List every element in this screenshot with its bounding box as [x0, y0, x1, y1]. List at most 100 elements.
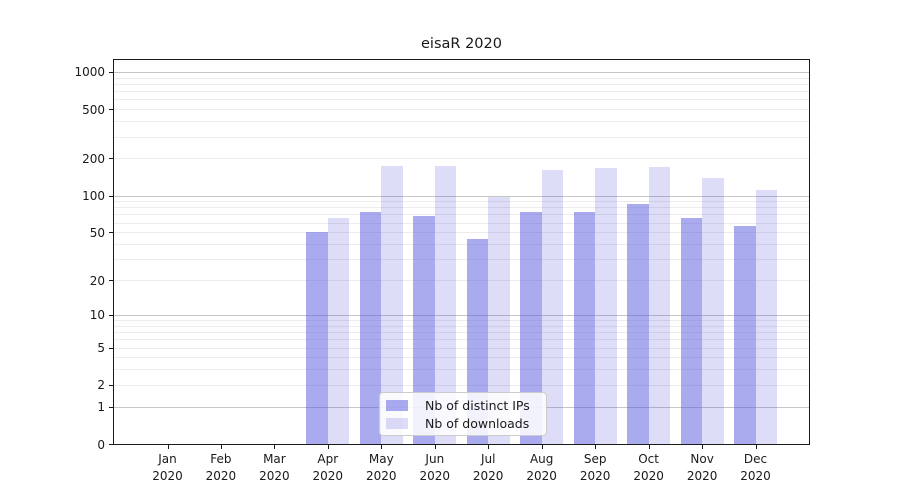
x-tick-year: 2020 — [579, 469, 611, 483]
y-tick-label-2: 2 — [97, 378, 105, 393]
x-tick-label-mar-2020: Mar 2020 — [242, 451, 306, 485]
y-tick-5 — [109, 347, 113, 349]
x-tick-aug-2020 — [541, 445, 543, 449]
bar-downloads-aug-2020 — [541, 170, 564, 444]
x-tick-year: 2020 — [312, 469, 344, 483]
y-tick-200 — [109, 158, 113, 160]
x-tick-year: 2020 — [526, 469, 557, 483]
x-tick-month: Jul — [480, 452, 496, 466]
y-tick-10 — [109, 314, 113, 316]
x-tick-month: Sep — [583, 452, 607, 466]
x-tick-label-jun-2020: Jun 2020 — [403, 451, 467, 485]
legend: Nb of distinct IPs Nb of downloads — [379, 392, 547, 436]
x-tick-label-oct-2020: Oct 2020 — [617, 451, 681, 485]
bar-distinct-ips-sep-2020 — [573, 212, 596, 444]
legend-row-downloads: Nb of downloads — [386, 416, 540, 431]
gridline-1000 — [114, 71, 809, 73]
x-tick-month: Mar — [263, 452, 286, 466]
y-tick-label-5: 5 — [97, 341, 105, 355]
x-tick-nov-2020 — [702, 445, 704, 449]
y-tick-label-50: 50 — [89, 225, 105, 240]
x-tick-oct-2020 — [648, 445, 650, 449]
chart-title: eisaR 2020 — [421, 36, 502, 52]
legend-row-distinct-ips: Nb of distinct IPs — [386, 398, 540, 413]
y-tick-label-0: 0 — [97, 437, 105, 452]
gridline-7 — [114, 332, 809, 333]
y-tick-label-500: 500 — [82, 102, 105, 117]
x-tick-label-jan-2020: Jan 2020 — [136, 451, 200, 485]
x-tick-label-jul-2020: Jul 2020 — [456, 451, 520, 485]
bar-distinct-ips-dec-2020 — [734, 226, 756, 444]
bar-downloads-jul-2020 — [488, 197, 510, 444]
y-tick-1000 — [109, 71, 113, 73]
y-tick-label-1000: 1000 — [74, 65, 105, 80]
gridline-6 — [114, 339, 809, 341]
x-tick-label-may-2020: May 2020 — [349, 451, 413, 485]
bar-downloads-may-2020 — [381, 165, 403, 444]
x-tick-month: Jun — [425, 452, 445, 466]
x-tick-month: Jan — [158, 452, 177, 466]
x-tick-month: May — [368, 452, 394, 466]
x-tick-month: Apr — [317, 452, 339, 466]
x-tick-jul-2020 — [488, 445, 490, 449]
y-tick-label-10: 10 — [89, 308, 105, 323]
y-tick-label-20: 20 — [89, 273, 105, 288]
gridline-30 — [114, 259, 809, 261]
y-tick-50 — [109, 232, 113, 234]
gridline-10 — [114, 314, 809, 316]
x-tick-sep-2020 — [595, 445, 597, 449]
y-tick-0 — [109, 444, 113, 445]
gridline-500 — [114, 109, 809, 111]
gridline-700 — [114, 91, 809, 93]
bar-distinct-ips-oct-2020 — [627, 203, 649, 444]
gridline-50 — [114, 232, 809, 234]
bar-downloads-dec-2020 — [755, 189, 777, 444]
y-tick-label-1: 1 — [97, 400, 105, 415]
x-tick-year: 2020 — [366, 469, 397, 483]
gridline-20 — [114, 280, 809, 281]
legend-label-distinct-ips: Nb of distinct IPs — [425, 397, 530, 413]
x-tick-apr-2020 — [327, 445, 329, 449]
gridline-8 — [114, 325, 809, 327]
bar-downloads-oct-2020 — [648, 166, 671, 444]
gridline-80 — [114, 207, 809, 209]
x-tick-label-aug-2020: Aug 2020 — [510, 451, 574, 485]
x-tick-year: 2020 — [740, 469, 771, 483]
y-tick-2 — [109, 384, 113, 386]
bar-distinct-ips-jun-2020 — [413, 216, 435, 444]
gridline-3 — [114, 369, 809, 371]
bar-downloads-apr-2020 — [327, 217, 350, 444]
x-tick-label-sep-2020: Sep 2020 — [563, 451, 627, 485]
y-tick-500 — [109, 109, 113, 111]
x-tick-year: 2020 — [205, 469, 237, 483]
x-tick-year: 2020 — [686, 469, 718, 483]
x-tick-year: 2020 — [633, 469, 664, 483]
gridline-2 — [114, 384, 809, 386]
bar-distinct-ips-apr-2020 — [306, 232, 328, 444]
gridline-90 — [114, 201, 809, 203]
y-tick-label-100: 100 — [82, 189, 105, 203]
gridline-100 — [114, 195, 809, 197]
x-tick-year: 2020 — [472, 469, 504, 483]
x-tick-dec-2020 — [755, 445, 757, 449]
x-tick-month: Oct — [638, 452, 659, 466]
gridline-40 — [114, 244, 809, 245]
legend-label-downloads: Nb of downloads — [425, 415, 530, 431]
y-tick-20 — [109, 280, 113, 281]
gridline-900 — [114, 77, 809, 79]
x-tick-label-dec-2020: Dec 2020 — [724, 451, 788, 485]
x-tick-year: 2020 — [419, 469, 451, 483]
x-tick-label-feb-2020: Feb 2020 — [189, 451, 253, 485]
gridline-5 — [114, 347, 809, 349]
bar-distinct-ips-nov-2020 — [680, 218, 703, 444]
bar-downloads-nov-2020 — [702, 177, 724, 444]
y-tick-label-200: 200 — [82, 151, 105, 166]
legend-swatch-downloads — [386, 417, 408, 429]
gridline-70 — [114, 214, 809, 216]
gridline-600 — [114, 99, 809, 101]
x-tick-mar-2020 — [274, 445, 276, 449]
gridline-200 — [114, 158, 809, 160]
bar-distinct-ips-aug-2020 — [520, 211, 542, 444]
x-tick-month: Dec — [743, 452, 768, 466]
y-tick-100 — [109, 195, 113, 197]
